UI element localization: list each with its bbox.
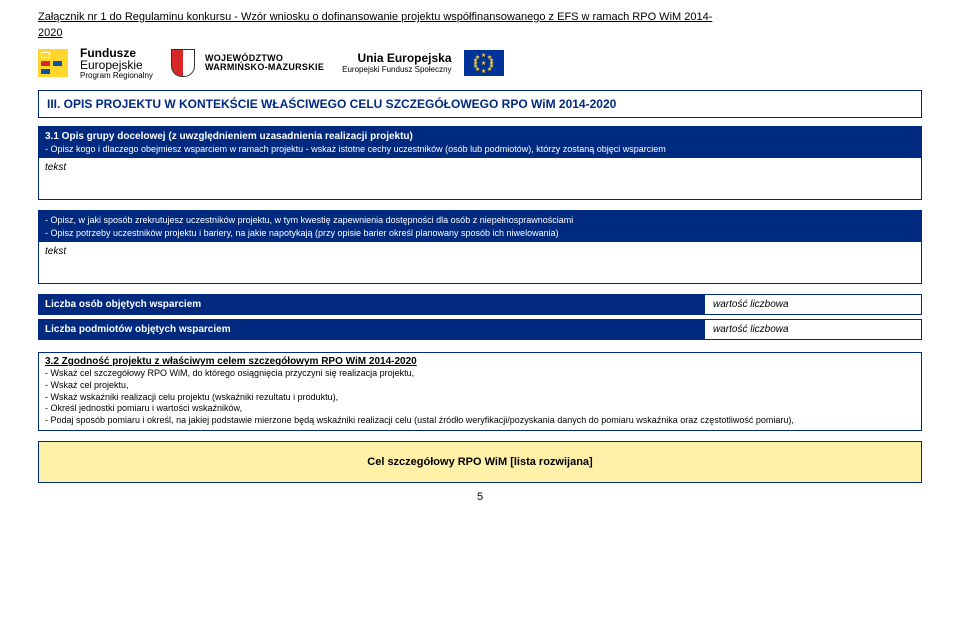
- box-3-1: 3.1 Opis grupy docelowej (z uwzględnieni…: [38, 126, 922, 200]
- section-3-title: III. OPIS PROJEKTU W KONTEKŚCIE WŁAŚCIWE…: [47, 97, 616, 111]
- box-3-1b-sub1: - Opisz, w jaki sposób zrekrutujesz ucze…: [45, 215, 573, 225]
- coat-of-arms-icon: [171, 49, 195, 77]
- wojew-text: WOJEWÓDZTWO WARMIŃSKO-MAZURSKIE: [205, 54, 324, 73]
- fe-flag-icon: [38, 49, 68, 77]
- box-3-2-l4: - Określ jednostki pomiaru i wartości ws…: [45, 403, 915, 415]
- box-3-2-lines: - Wskaż cel szczegółowy RPO WiM, do któr…: [39, 368, 921, 429]
- logo-eu: Unia Europejska Europejski Fundusz Społe…: [342, 50, 503, 76]
- page-container: Załącznik nr 1 do Regulaminu konkursu - …: [0, 0, 960, 503]
- box-3-1-header: 3.1 Opis grupy docelowej (z uwzględnieni…: [39, 127, 921, 158]
- section-3-header-box: III. OPIS PROJEKTU W KONTEKŚCIE WŁAŚCIWE…: [38, 90, 922, 118]
- logo-wojewodztwo: WOJEWÓDZTWO WARMIŃSKO-MAZURSKIE: [171, 49, 324, 77]
- box-3-1b-header: - Opisz, w jaki sposób zrekrutujesz ucze…: [39, 211, 921, 242]
- box-3-2-l1: - Wskaż cel szczegółowy RPO WiM, do któr…: [45, 368, 915, 380]
- eu-text: Unia Europejska Europejski Fundusz Społe…: [342, 52, 451, 74]
- fe-line3: Program Regionalny: [80, 72, 153, 80]
- fe-line2: Europejskie: [80, 59, 153, 72]
- attachment-header-line1: Załącznik nr 1 do Regulaminu konkursu - …: [38, 10, 922, 24]
- logo-row: Fundusze Europejskie Program Regionalny …: [38, 47, 922, 81]
- attachment-header-line2: 2020: [38, 26, 922, 40]
- box-3-2-l3: - Wskaż wskaźniki realizacji celu projek…: [45, 392, 915, 404]
- page-number: 5: [38, 491, 922, 503]
- eu-line2: Europejski Fundusz Społeczny: [342, 66, 451, 75]
- count-persons-label: Liczba osób objętych wsparciem: [39, 295, 705, 314]
- fe-text: Fundusze Europejskie Program Regionalny: [80, 47, 153, 81]
- count-row-entities: Liczba podmiotów objętych wsparciem wart…: [38, 319, 922, 340]
- eu-line1: Unia Europejska: [342, 52, 451, 65]
- box-3-1-sub: - Opisz kogo i dlaczego obejmiesz wsparc…: [45, 144, 666, 154]
- box-3-2-l2: - Wskaż cel projektu,: [45, 380, 915, 392]
- count-persons-value: wartość liczbowa: [705, 295, 921, 314]
- box-3-2-l5: - Podaj sposób pomiaru i określ, na jaki…: [45, 415, 915, 427]
- box-3-1-title: 3.1 Opis grupy docelowej (z uwzględnieni…: [45, 131, 413, 142]
- box-3-1b-sub2: - Opisz potrzeby uczestników projektu i …: [45, 228, 559, 238]
- eu-flag-icon: [464, 50, 504, 76]
- box-3-2: 3.2 Zgodność projektu z właściwym celem …: [38, 352, 922, 430]
- box-3-2-title: 3.2 Zgodność projektu z właściwym celem …: [39, 353, 921, 368]
- wojew-line2: WARMIŃSKO-MAZURSKIE: [205, 63, 324, 72]
- dropdown-cel-szczegolowy[interactable]: Cel szczegółowy RPO WiM [lista rozwijana…: [38, 441, 922, 483]
- box-3-1-body: tekst: [39, 158, 921, 199]
- count-entities-label: Liczba podmiotów objętych wsparciem: [39, 320, 705, 339]
- box-3-1b-body: tekst: [39, 242, 921, 283]
- count-row-persons: Liczba osób objętych wsparciem wartość l…: [38, 294, 922, 315]
- box-3-1b: - Opisz, w jaki sposób zrekrutujesz ucze…: [38, 210, 922, 284]
- count-entities-value: wartość liczbowa: [705, 320, 921, 339]
- logo-fe: Fundusze Europejskie Program Regionalny: [38, 47, 153, 81]
